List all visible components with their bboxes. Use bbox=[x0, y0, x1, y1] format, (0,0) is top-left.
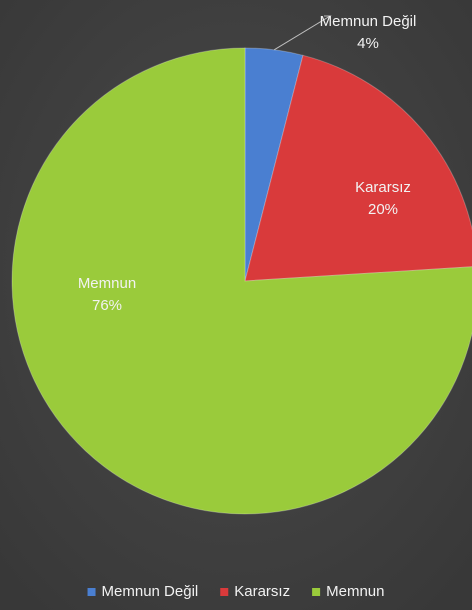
legend: Memnun Değil Kararsız Memnun bbox=[87, 583, 384, 600]
legend-swatch bbox=[312, 588, 321, 596]
data-label-name: Kararsız bbox=[355, 179, 411, 196]
pie bbox=[11, 47, 472, 515]
data-label-name: Memnun bbox=[78, 275, 136, 292]
data-labels: Memnun Değil 4% Kararsız 20% Memnun 76% bbox=[78, 13, 417, 314]
leader-line bbox=[273, 15, 332, 51]
pie-slice bbox=[244, 47, 304, 282]
legend-label: Kararsız bbox=[234, 583, 290, 600]
legend-swatch bbox=[220, 588, 229, 596]
pie-slice bbox=[244, 54, 472, 282]
legend-label: Memnun Değil bbox=[102, 583, 199, 600]
legend-label: Memnun bbox=[326, 583, 384, 600]
data-label-name: Memnun Değil bbox=[320, 13, 417, 30]
data-label-value: 76% bbox=[92, 297, 122, 314]
data-label-value: 20% bbox=[368, 201, 398, 218]
data-label-value: 4% bbox=[357, 35, 379, 52]
legend-swatch bbox=[87, 588, 96, 596]
pie-slice bbox=[11, 47, 472, 515]
